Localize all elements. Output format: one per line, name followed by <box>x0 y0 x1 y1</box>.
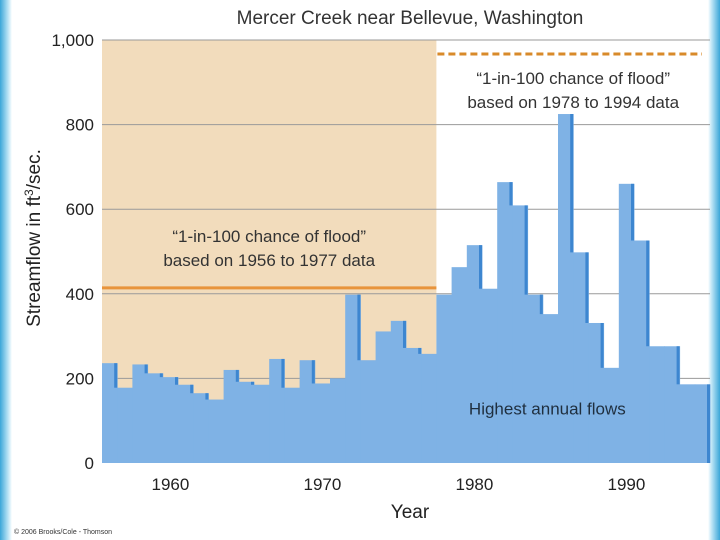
bar <box>603 367 620 463</box>
bar <box>269 358 285 463</box>
copyright-notice: © 2006 Brooks/Cole - Thomson <box>14 529 113 536</box>
chart-title: Mercer Creek near Bellevue, Washington <box>237 8 584 29</box>
bar <box>345 294 361 463</box>
left-border-decoration <box>0 0 12 540</box>
x-tick-labels: 1960 1970 1980 1990 <box>151 475 645 494</box>
reference-line-label: “1-in-100 chance of flood” <box>476 69 670 88</box>
bar <box>284 387 301 463</box>
x-axis-label: Year <box>391 502 430 523</box>
bar <box>147 373 164 463</box>
bar <box>421 353 437 463</box>
series-annotation: Highest annual flows <box>469 399 626 418</box>
bar <box>117 387 133 463</box>
y-tick-label: 600 <box>66 200 94 219</box>
right-border-decoration <box>708 0 720 540</box>
bar <box>178 384 194 463</box>
gridlines <box>102 39 710 379</box>
reference-line-label: based on 1956 to 1977 data <box>163 251 375 270</box>
bar <box>299 360 316 463</box>
bar <box>679 384 696 463</box>
x-tick-label: 1960 <box>151 475 189 494</box>
annotations: “1-in-100 chance of flood” based on 1956 … <box>163 69 679 418</box>
bar <box>314 383 331 463</box>
bar <box>223 369 240 463</box>
bar <box>527 294 544 463</box>
bar <box>558 114 574 464</box>
y-tick-label: 800 <box>66 116 94 135</box>
bar <box>238 381 255 463</box>
bar <box>512 205 529 463</box>
y-tick-label: 200 <box>66 369 94 388</box>
y-tick-label: 400 <box>66 285 94 304</box>
bar <box>542 314 559 463</box>
bar <box>466 245 483 463</box>
bars <box>102 114 711 464</box>
bar <box>618 183 635 463</box>
x-tick-label: 1980 <box>455 475 493 494</box>
y-axis-label-exponent: 3 <box>22 189 36 196</box>
bar <box>649 346 665 463</box>
bar <box>497 182 513 464</box>
bar <box>390 320 407 463</box>
bar <box>664 346 681 463</box>
bar <box>132 364 149 463</box>
y-axis-label-unit: /sec. <box>24 149 45 189</box>
x-tick-label: 1990 <box>607 475 645 494</box>
y-axis-label-main: Streamflow in ft <box>24 195 45 327</box>
bar <box>162 377 179 463</box>
y-axis-label: Streamflow in ft3/sec. <box>22 149 45 327</box>
bar <box>102 363 118 463</box>
bar <box>588 322 605 463</box>
reference-line-label: based on 1978 to 1994 data <box>467 93 679 112</box>
y-tick-labels: 0 200 400 600 800 1,000 <box>51 31 94 473</box>
bar <box>436 294 453 463</box>
bar <box>694 384 711 463</box>
y-tick-label: 1,000 <box>51 31 94 50</box>
bar <box>482 288 498 463</box>
bar <box>254 384 270 463</box>
bar <box>634 240 650 463</box>
bar <box>360 360 377 463</box>
x-tick-label: 1970 <box>303 475 341 494</box>
bar <box>193 393 209 463</box>
reference-lines <box>102 52 702 290</box>
bar <box>451 267 468 463</box>
bar <box>375 331 392 463</box>
bar <box>330 378 346 463</box>
reference-line-label: “1-in-100 chance of flood” <box>172 227 366 246</box>
bar <box>208 399 225 463</box>
bar <box>573 252 589 463</box>
bar <box>406 347 422 463</box>
y-tick-label: 0 <box>85 454 94 473</box>
